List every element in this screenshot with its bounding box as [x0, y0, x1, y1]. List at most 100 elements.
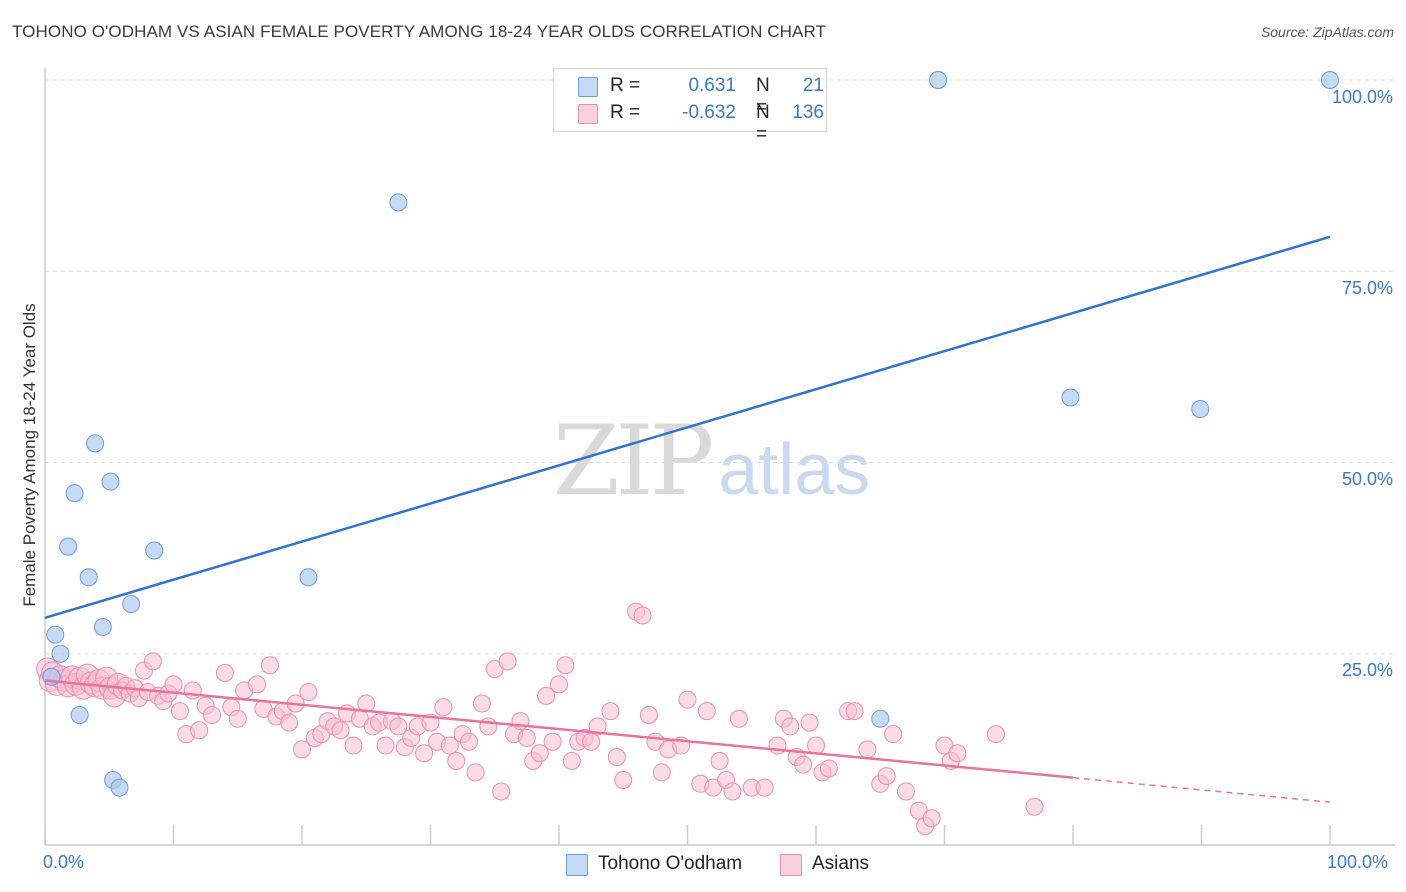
asian-point: [228, 709, 247, 728]
tohono-point: [70, 705, 89, 724]
y-tick-label-100: 100.0%: [1331, 87, 1393, 107]
asian-point: [203, 705, 222, 724]
asians-swatch: [578, 104, 598, 124]
tohono-point: [110, 778, 129, 797]
asian-point: [164, 675, 183, 694]
asian-point: [331, 721, 350, 740]
asian-point: [877, 767, 896, 786]
legend-r-label: R =: [610, 102, 641, 123]
legend-r-value: 0.631: [688, 75, 736, 96]
asian-point: [447, 751, 466, 770]
asian-point: [607, 748, 626, 767]
asian-point: [697, 702, 716, 721]
asian-point: [143, 652, 162, 671]
asian-point: [530, 744, 549, 763]
y-tick-label-50: 50.0%: [1341, 469, 1393, 489]
asian-point: [537, 686, 556, 705]
legend-n-label: N =: [756, 75, 770, 118]
asian-point: [492, 782, 511, 801]
legend-n-label: N =: [756, 102, 770, 145]
tohono-trendline: [44, 235, 1331, 619]
asian-point: [344, 736, 363, 755]
tohono-point: [79, 568, 98, 587]
x-tick-label-right: 100.0%: [1327, 852, 1389, 872]
tohono-point: [145, 541, 164, 560]
asian-point: [466, 763, 485, 782]
tohono-point: [1321, 71, 1339, 89]
asian-point: [183, 681, 202, 700]
asian-point: [248, 675, 267, 694]
chart-title: TOHONO O'ODHAM VS ASIAN FEMALE POVERTY A…: [12, 22, 827, 41]
asian-point: [376, 736, 395, 755]
asian-point: [550, 675, 568, 694]
asian-point: [723, 782, 742, 801]
legend-n-value: 136: [792, 102, 824, 123]
tohono-point: [65, 484, 84, 503]
tohono-point: [46, 625, 65, 644]
y-tick-label-75: 75.0%: [1341, 278, 1393, 298]
asian-point: [190, 721, 209, 740]
asian-point: [434, 698, 453, 717]
asian-point: [884, 725, 903, 744]
tohono-point: [59, 537, 78, 556]
asian-point: [710, 751, 729, 770]
asian-point: [781, 717, 800, 736]
asian-point: [755, 778, 774, 797]
asians-legend-label: Asians: [812, 853, 870, 874]
asian-point: [543, 732, 562, 751]
tohono-point: [929, 71, 948, 89]
asian-point: [556, 656, 575, 675]
asian-point: [819, 759, 838, 778]
source-credit: Source: ZipAtlas.com: [1260, 24, 1394, 40]
asian-point: [517, 728, 536, 747]
tohono-point: [86, 434, 105, 453]
tohono-legend-label: Tohono O'odham: [598, 853, 743, 874]
tohono-point: [389, 193, 408, 212]
asian-point: [215, 663, 234, 682]
asian-point: [639, 705, 658, 724]
asian-point: [896, 782, 915, 801]
asian-point: [293, 740, 311, 759]
asian-point: [562, 751, 581, 770]
asian-point: [807, 736, 825, 755]
asian-point: [614, 770, 633, 789]
asian-point: [472, 694, 491, 713]
asian-point: [1025, 797, 1044, 816]
correlation-legend: R = 0.631 N = 21 R = -0.632 N = 136: [553, 68, 827, 145]
tohono-swatch: [578, 77, 598, 97]
asian-point: [948, 744, 967, 763]
asians-trendline-extension: [1072, 776, 1331, 803]
asian-point: [794, 755, 813, 774]
asian-point: [652, 763, 671, 782]
asian-point: [800, 713, 819, 732]
tohono-point: [1061, 388, 1080, 407]
asian-point: [389, 717, 408, 736]
asian-point: [170, 702, 189, 721]
tohono-point: [299, 568, 318, 587]
watermark-atlas: atlas: [718, 430, 871, 510]
legend-r-label: R =: [610, 75, 641, 96]
asians-legend-swatch: [780, 854, 802, 876]
watermark: ZIP atlas: [553, 405, 870, 517]
tohono-point: [871, 709, 890, 728]
asian-point: [845, 702, 864, 721]
asian-point: [729, 709, 748, 728]
asian-point: [415, 744, 434, 763]
asian-point: [260, 656, 279, 675]
tohono-point: [1191, 399, 1210, 418]
asian-point: [678, 690, 697, 709]
asian-point: [633, 606, 652, 625]
y-tick-label-25: 25.0%: [1341, 660, 1393, 680]
asian-point: [460, 732, 479, 751]
asian-point: [498, 652, 517, 671]
asian-point: [588, 717, 607, 736]
tohono-point: [51, 644, 70, 663]
asian-point: [986, 725, 1005, 744]
asian-point: [280, 713, 299, 732]
asian-point: [440, 736, 459, 755]
y-axis-label: Female Poverty Among 18-24 Year Olds: [20, 303, 39, 607]
tohono-legend-swatch: [566, 854, 588, 876]
asian-point: [479, 717, 498, 736]
asian-point: [601, 702, 620, 721]
